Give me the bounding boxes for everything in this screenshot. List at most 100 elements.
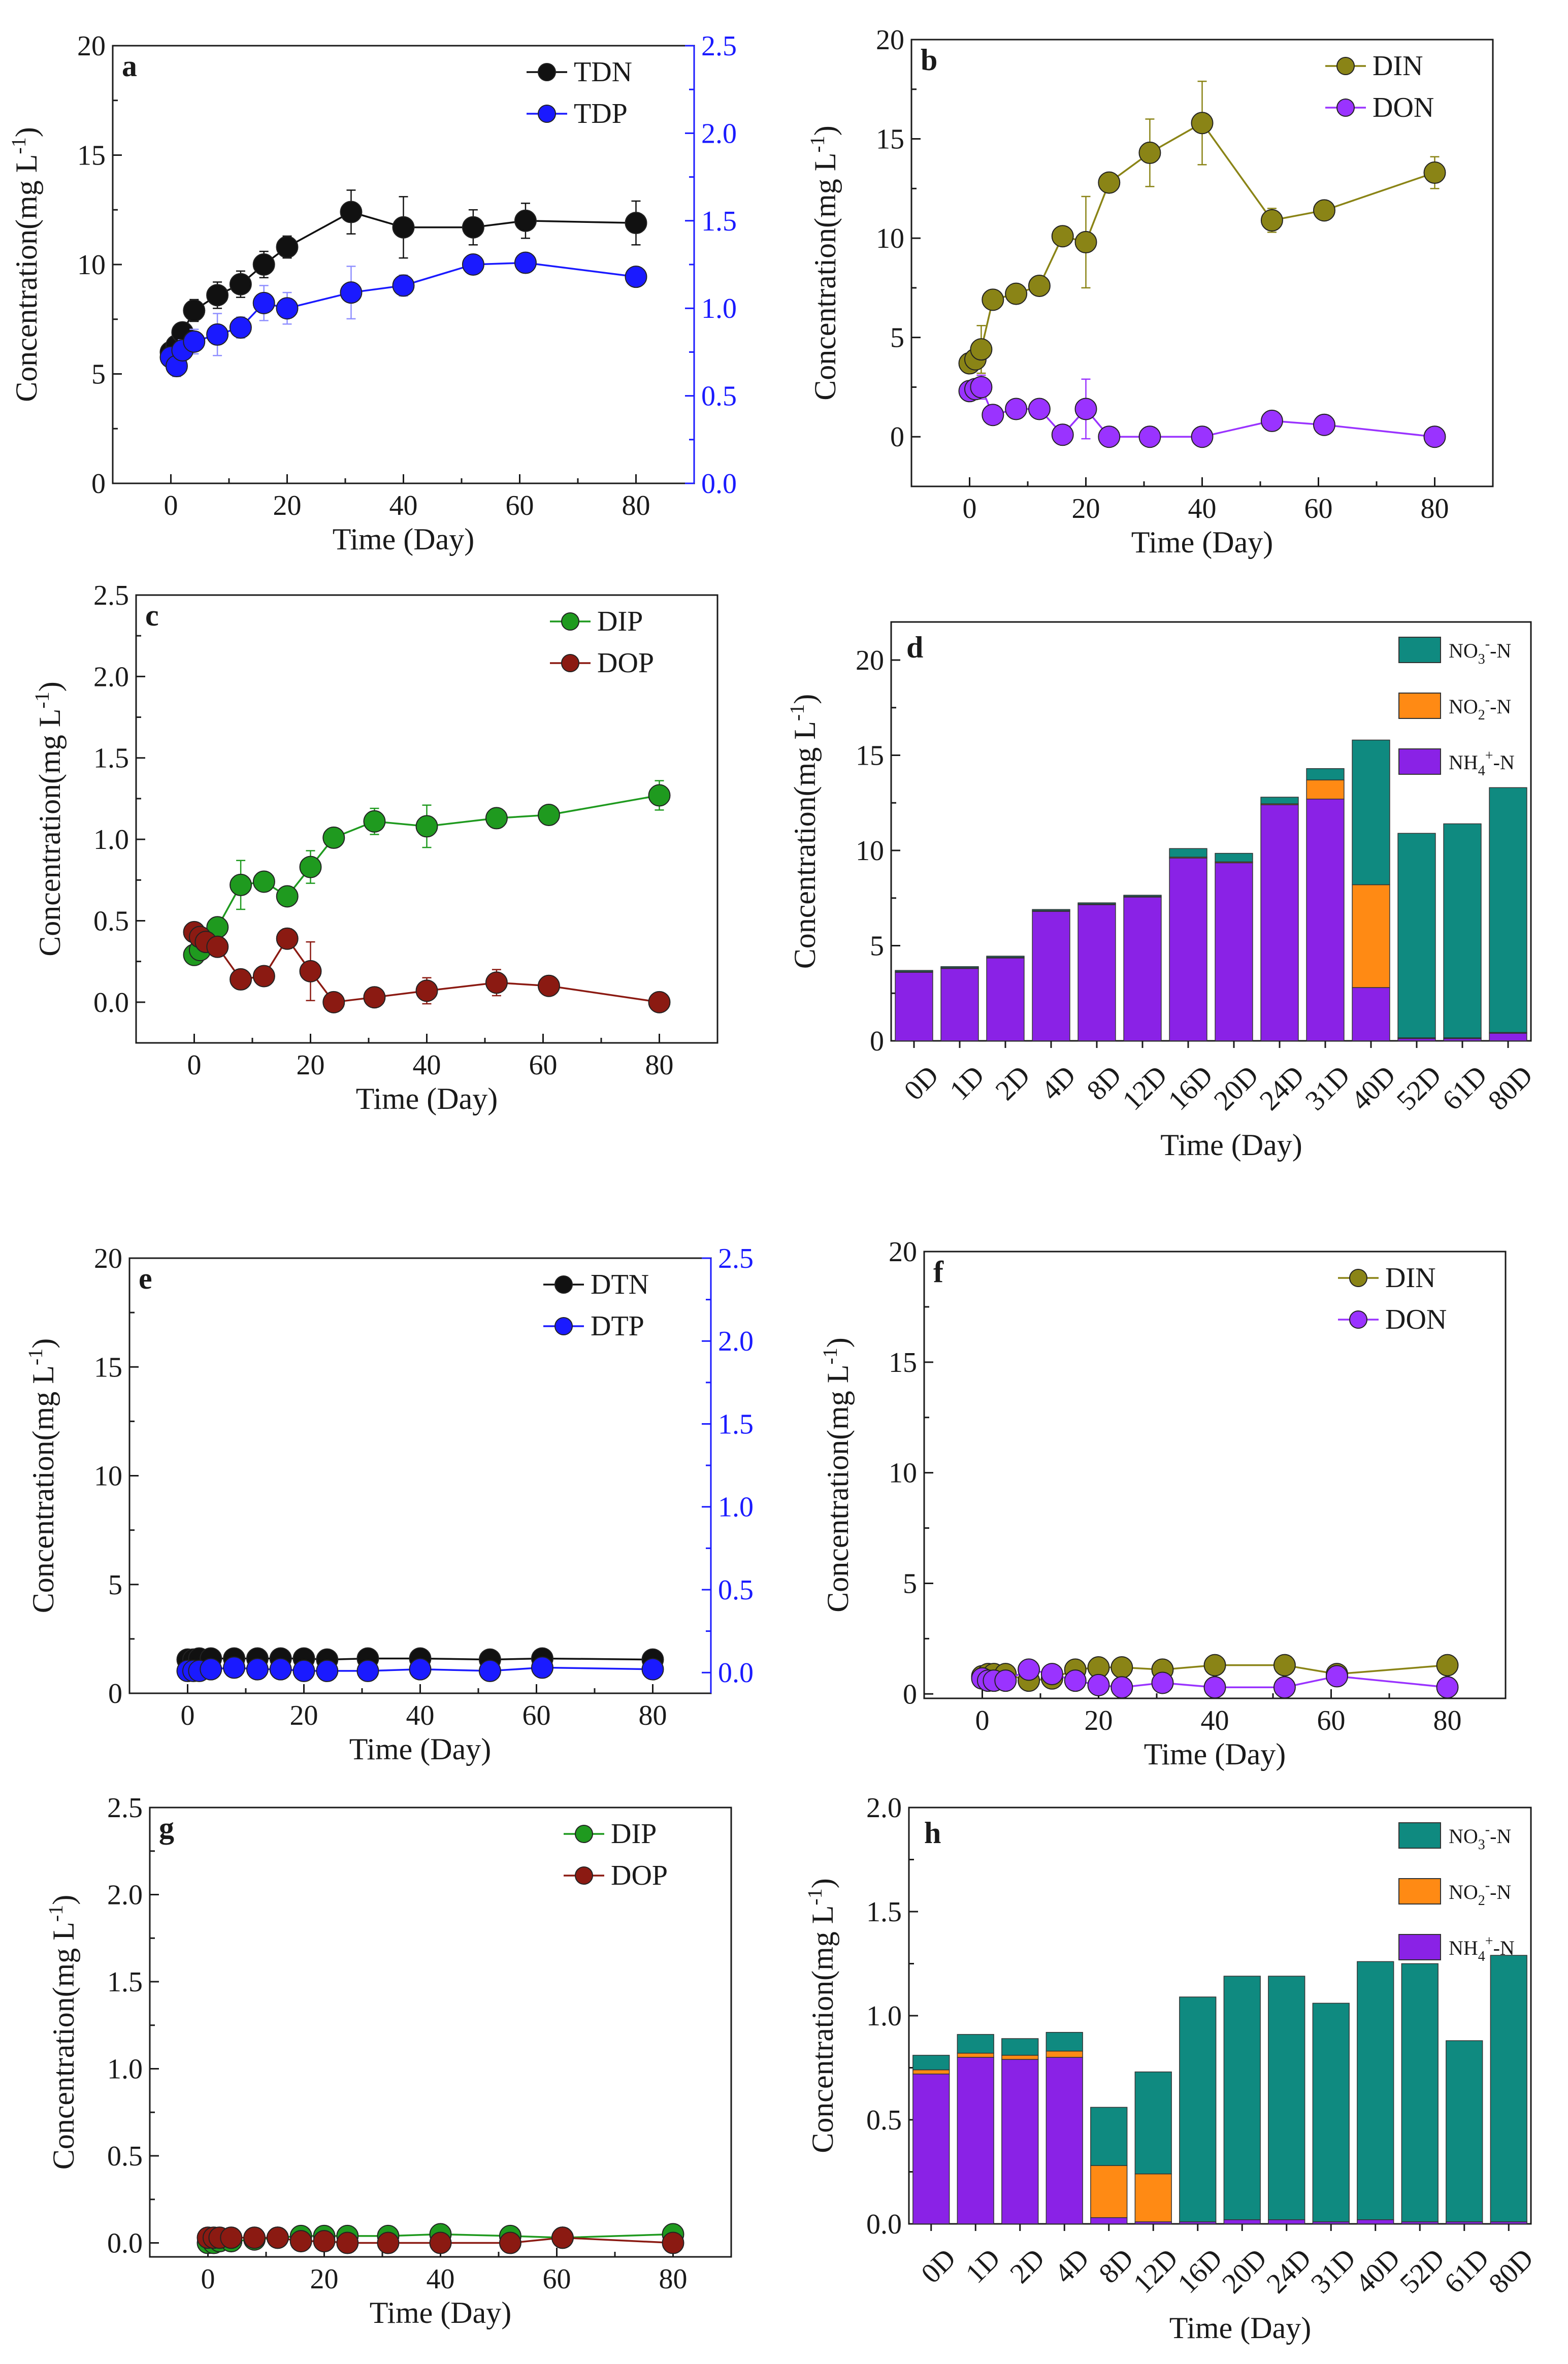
chart-panel-e: 0 20 40 60 80 0 5 10 15 20 0.0 0.5 1.0 1.5 2.0 2.5 Time … <box>24 1243 754 1766</box>
legend-swatch <box>1398 748 1441 775</box>
bar-segment <box>895 970 933 972</box>
bar-segment <box>912 2055 950 2071</box>
y-tick-label: 0 <box>903 1679 917 1710</box>
legend-label-subscript: 3 <box>1478 1837 1485 1853</box>
y-tick-label: 0.5 <box>866 2105 902 2136</box>
bar-segment <box>957 2034 994 2054</box>
data-point <box>299 960 322 982</box>
x-tick-label: 0D <box>915 2243 962 2289</box>
y-tick-label: 15 <box>889 1347 917 1378</box>
x-tick-label: 40D <box>1350 2243 1407 2300</box>
bar-segment <box>1215 862 1253 1041</box>
bar-segment <box>1446 2040 1483 2222</box>
x-axis-label: Time (Day) <box>1131 526 1273 559</box>
y-tick-label: 0 <box>890 421 904 453</box>
legend-label: DON <box>1373 92 1434 123</box>
bar-stack-31D: 31D <box>1305 2002 1362 2300</box>
x-axis-label: Time (Day) <box>1144 1737 1286 1771</box>
legend-marker <box>538 105 556 123</box>
data-point <box>537 803 560 826</box>
y-axis-label-superscript: -1 <box>24 1349 47 1365</box>
bar-stack-20D: 20D <box>1208 852 1265 1117</box>
data-point <box>537 974 560 997</box>
legend-label-superscript: + <box>1485 1933 1493 1949</box>
data-point <box>246 1658 269 1681</box>
data-point <box>1051 225 1074 248</box>
data-point <box>206 935 229 958</box>
panel-letter: f <box>933 1255 944 1289</box>
data-point <box>1005 282 1028 305</box>
bar-stack-1D: 1D <box>940 966 991 1106</box>
data-point <box>982 404 1004 426</box>
y-axis-label-main: Concentration(mg L <box>33 709 67 957</box>
data-point <box>322 826 345 849</box>
y-tick-label: 0.5 <box>107 2141 143 2172</box>
x-tick-label: 40 <box>413 1049 441 1081</box>
data-point <box>340 201 363 223</box>
legend-label: NO2--N <box>1449 1878 1511 1909</box>
legend-label-superscript: - <box>1485 1878 1490 1893</box>
x-tick-label: 80 <box>1433 1705 1462 1736</box>
data-point <box>970 376 993 399</box>
bar-stack-52D: 52D <box>1394 1963 1451 2300</box>
bar-segment <box>1357 1961 1394 2220</box>
bar-segment <box>1046 2050 1083 2058</box>
bar-segment <box>1312 2002 1350 2222</box>
legend-label-tail: -N <box>1490 1825 1511 1848</box>
legend-label: TDN <box>574 56 632 88</box>
legend-item: NH4+-N <box>1398 1933 1515 1964</box>
data-point <box>276 885 299 908</box>
legend-label-tail: -N <box>1490 639 1511 662</box>
series-TDP: TDP <box>159 98 647 377</box>
bar-stack-61D: 61D <box>1439 2040 1495 2300</box>
data-point <box>276 236 299 258</box>
legend-label-base: NH <box>1449 1936 1478 1959</box>
bar-segment <box>940 966 979 968</box>
bar-segment <box>1134 2173 1172 2222</box>
data-point <box>1138 141 1161 164</box>
data-point <box>289 2230 312 2253</box>
y-tick-label: 5 <box>108 1569 122 1601</box>
bar-segment <box>1443 823 1482 1038</box>
y-tick-label: 1.0 <box>93 824 129 856</box>
legend-item: NH4+-N <box>1398 748 1515 779</box>
x-tick-label: 31D <box>1299 1060 1356 1117</box>
legend-swatch <box>1398 1934 1441 1960</box>
data-point <box>1098 425 1121 448</box>
legend-label: DOP <box>611 1860 668 1891</box>
y-tick-label: 10 <box>77 249 106 281</box>
data-point <box>662 2231 684 2254</box>
data-point <box>206 284 229 307</box>
data-point <box>1325 1665 1348 1688</box>
bar-segment <box>940 968 979 1041</box>
legend-label: NO3--N <box>1449 1822 1511 1853</box>
data-point <box>1110 1656 1133 1679</box>
x-tick-label: 0 <box>187 1049 202 1081</box>
chart-panel-h: 0.0 0.5 1.0 1.5 2.0 0D1D2D4D8D12D16D20D24D31D… <box>803 1792 1540 2345</box>
bar-segment <box>957 2053 994 2058</box>
y-tick-label: 1.0 <box>866 2000 902 2032</box>
bar-segment <box>1490 1955 1527 2222</box>
x-axis-label: Time (Day) <box>349 1732 491 1766</box>
x-tick-label: 0 <box>181 1700 195 1731</box>
y-tick-label: 10 <box>876 223 904 254</box>
data-point <box>1191 425 1214 448</box>
data-point <box>641 1658 664 1681</box>
x-tick-label: 0 <box>164 490 178 521</box>
y2-tick-label: 2.5 <box>718 1243 754 1274</box>
legend-swatch <box>1398 693 1441 719</box>
bar-segment <box>1123 895 1162 897</box>
legend-marker <box>561 612 579 631</box>
y-axis-label-end: ) <box>788 694 822 704</box>
bar-segment <box>1223 2219 1261 2224</box>
bar-stack-4D: 4D <box>1046 2032 1095 2289</box>
bar-segment <box>1090 2217 1128 2224</box>
x-tick-label: 0 <box>963 493 977 524</box>
y-tick-label: 0.0 <box>107 2228 143 2259</box>
legend-label-subscript: 2 <box>1478 1893 1485 1909</box>
y2-tick-label: 0.0 <box>701 468 737 500</box>
chart-panel-f: 0 20 40 60 80 0 5 10 15 20 Time (Day) Concentration… <box>819 1236 1507 1771</box>
data-point <box>1191 112 1214 135</box>
data-point <box>392 216 415 239</box>
